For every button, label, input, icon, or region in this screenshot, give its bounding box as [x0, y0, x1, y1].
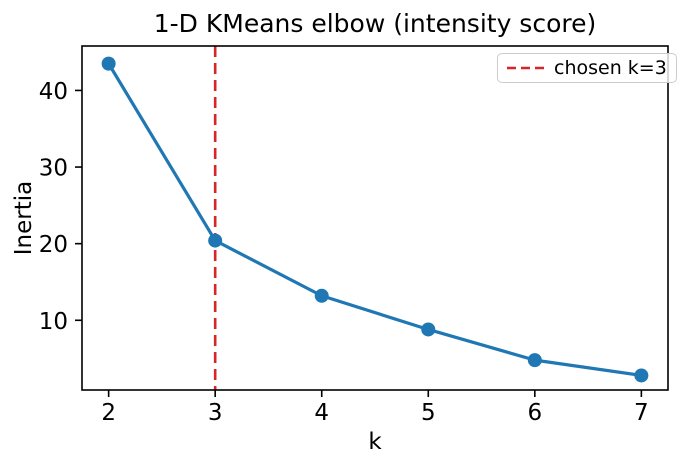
- data-point-marker: [314, 288, 329, 303]
- legend-dashed-line-sample: [507, 66, 545, 70]
- x-axis-tick-label: 7: [634, 400, 649, 426]
- plot-border: [81, 45, 669, 391]
- x-axis-tick-label: 5: [421, 400, 436, 426]
- data-point-marker: [208, 233, 223, 248]
- legend: chosen k=3: [497, 53, 677, 83]
- data-point-marker: [634, 368, 649, 383]
- chart-title: 1-D KMeans elbow (intensity score): [153, 9, 597, 38]
- data-point-marker: [101, 56, 116, 71]
- x-axis-tick-label: 6: [527, 400, 542, 426]
- data-point-marker: [527, 353, 542, 368]
- x-axis-label: k: [368, 429, 382, 455]
- x-axis-tick-label: 2: [101, 400, 116, 426]
- data-point-marker: [421, 322, 436, 337]
- y-axis-tick-label: 10: [39, 309, 68, 335]
- x-axis-tick-label: 3: [208, 400, 223, 426]
- y-axis-tick-label: 20: [39, 232, 68, 258]
- elbow-line: [107, 62, 643, 378]
- x-axis-tick-label: 4: [314, 400, 329, 426]
- y-axis-tick-label: 30: [39, 156, 68, 182]
- y-axis-label: Inertia: [11, 180, 37, 256]
- y-axis-tick-label: 40: [39, 79, 68, 105]
- legend-label: chosen k=3: [554, 57, 667, 79]
